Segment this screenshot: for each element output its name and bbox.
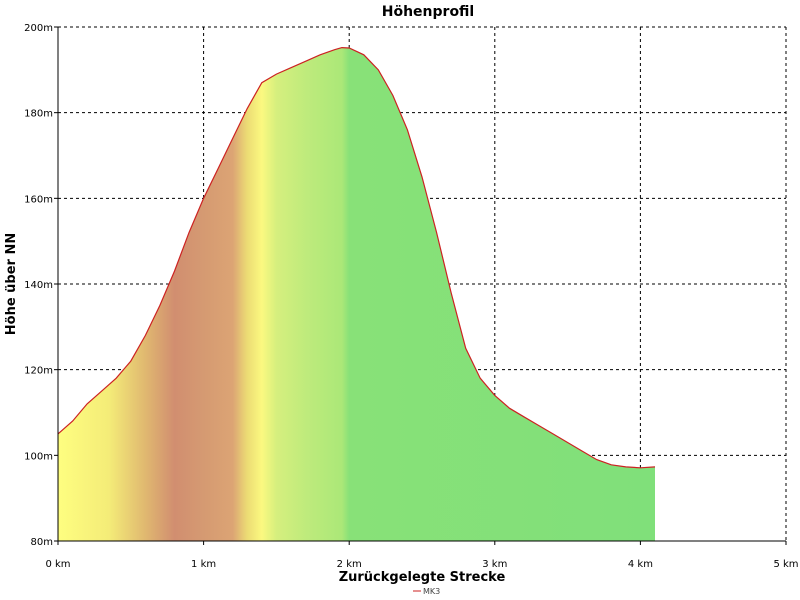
series-area-mk3 <box>58 47 655 541</box>
x-tick-label: 5 km <box>773 559 798 570</box>
x-tick-labels: 0 km 1 km 2 km 3 km 4 km 5 km <box>45 559 798 570</box>
y-tick-label: 100m <box>24 451 53 462</box>
y-tick-label: 80m <box>31 537 53 548</box>
elevation-line <box>57 46 656 469</box>
x-axis-label: Zurückgelegte Strecke <box>339 570 506 585</box>
y-tick-label: 140m <box>24 280 53 291</box>
axes <box>54 26 787 545</box>
series-line-mk3 <box>57 46 656 469</box>
chart-title: Höhenprofil <box>382 4 474 20</box>
legend: MK3 <box>413 587 440 596</box>
y-axis-label: Höhe über NN <box>4 233 19 335</box>
x-tick-label: 1 km <box>191 559 216 570</box>
y-tick-label: 200m <box>24 23 53 34</box>
elevation-area <box>58 47 655 541</box>
x-tick-label: 2 km <box>337 559 362 570</box>
y-tick-label: 120m <box>24 366 53 377</box>
x-tick-label: 4 km <box>628 559 653 570</box>
x-tick-label: 0 km <box>45 559 70 570</box>
y-tick-label: 160m <box>24 194 53 205</box>
y-tick-labels: 80m 100m 120m 140m 160m 180m 200m <box>24 23 53 548</box>
y-tick-label: 180m <box>24 109 53 120</box>
x-tick-label: 3 km <box>482 559 507 570</box>
legend-label-mk3: MK3 <box>423 587 440 596</box>
